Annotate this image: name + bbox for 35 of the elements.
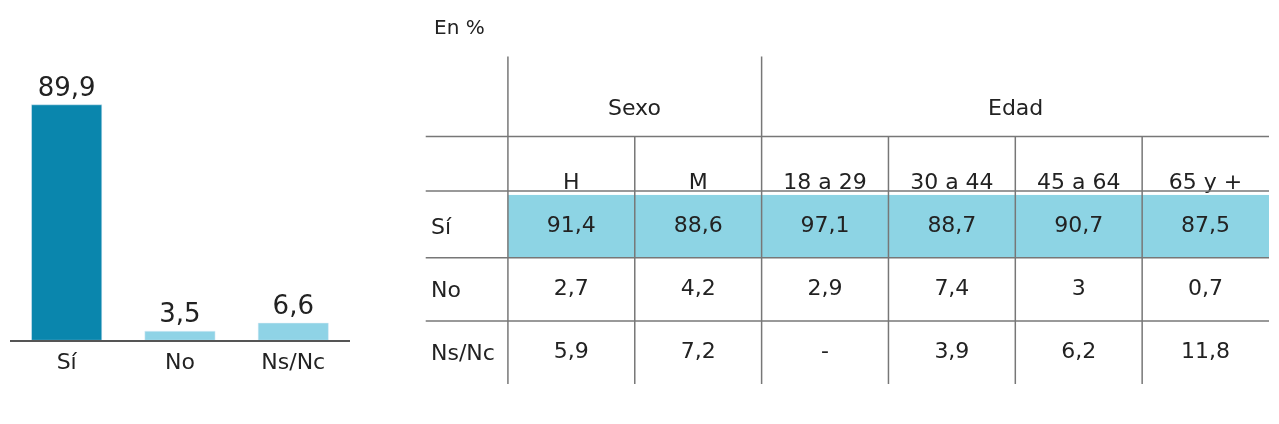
data-label: 3 — [1071, 274, 1086, 300]
data-label: 89,9 — [37, 71, 96, 102]
y-tick-label: No — [431, 277, 461, 302]
data-label: 90,7 — [1054, 211, 1104, 237]
data-label: 3,5 — [159, 298, 201, 329]
text: Sexo — [608, 95, 661, 120]
data-label: 97,1 — [800, 211, 850, 237]
data-label: 6,6 — [272, 290, 314, 321]
x-tick-label: No — [165, 348, 195, 374]
x-tick-label: Sí — [56, 348, 78, 374]
data-label: 3,9 — [934, 337, 970, 363]
data-label: 6,2 — [1061, 337, 1097, 363]
data-label: 7,2 — [680, 337, 716, 363]
x-tick-label: M — [688, 169, 708, 195]
x-tick-label: 18 a 29 — [783, 169, 867, 195]
data-label: 4,2 — [680, 274, 716, 300]
data-label: 2,7 — [553, 274, 589, 300]
data-label: 5,9 — [553, 337, 589, 363]
data-label: 0,7 — [1188, 274, 1224, 300]
data-label: 11,8 — [1181, 337, 1231, 363]
x-tick-label: Ns/Nc — [261, 348, 326, 374]
data-label: 88,7 — [927, 211, 977, 237]
x-tick-label: 30 a 44 — [910, 169, 994, 195]
text: Edad — [988, 95, 1044, 120]
text: - — [821, 337, 830, 363]
chart-subtitle: En % — [434, 15, 485, 39]
data-label: 88,6 — [673, 211, 723, 237]
x-tick-label: 65 y + — [1168, 169, 1243, 195]
data-label: 7,4 — [934, 274, 970, 300]
x-tick-label: 45 a 64 — [1037, 169, 1121, 195]
data-label: 91,4 — [546, 211, 596, 237]
data-label: 2,9 — [807, 274, 843, 300]
y-tick-label: Sí — [431, 214, 452, 239]
data-label: 87,5 — [1181, 211, 1231, 237]
x-tick-label: H — [563, 169, 580, 195]
